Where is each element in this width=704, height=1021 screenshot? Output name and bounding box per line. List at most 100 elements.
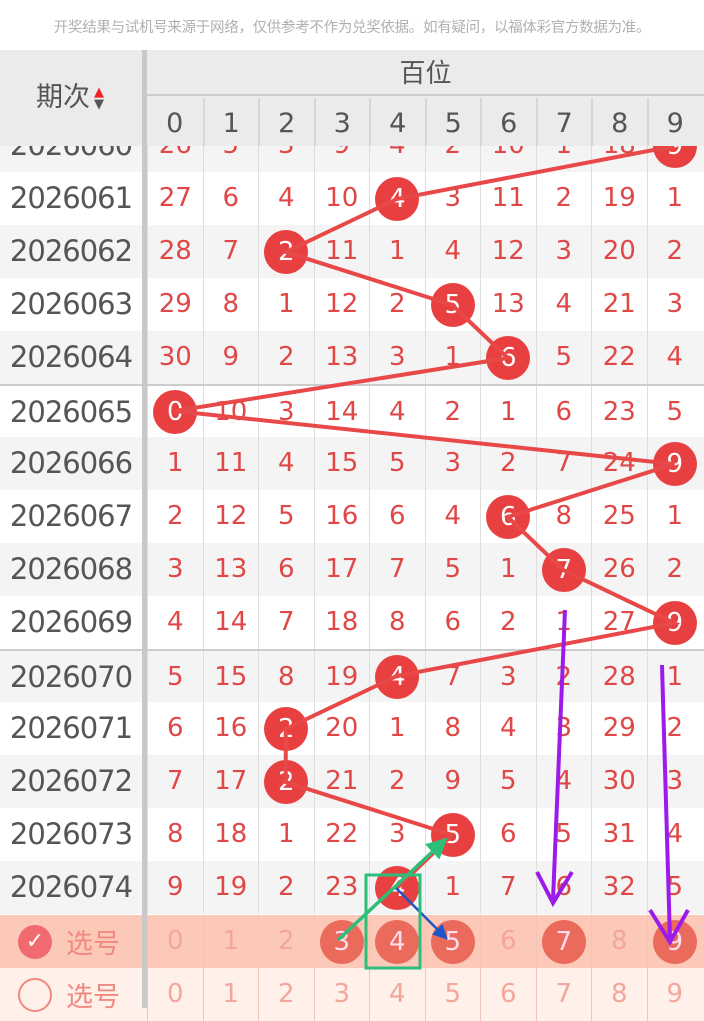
omission-count: 2 [369, 278, 425, 331]
omission-count: 7 [258, 596, 314, 649]
drawn-ball: 4 [369, 172, 425, 225]
omission-count: 5 [480, 755, 536, 808]
omission-count: 5 [258, 490, 314, 543]
select-digit-1[interactable]: 1 [202, 915, 259, 968]
table-row: 2026070 5 15 8 19 4 7 3 2 28 1 [0, 649, 704, 702]
digit-header-0: 0 [166, 108, 184, 139]
table-row: 2026061 27 6 4 10 4 3 11 2 19 1 [0, 172, 704, 225]
digit-header-8: 8 [591, 98, 647, 146]
sort-up-down-icon[interactable]: ▲ ▼ [94, 84, 104, 112]
digit-header-2: 2 [258, 98, 314, 146]
omission-count: 26 [591, 543, 647, 596]
omission-count: 5 [646, 386, 703, 437]
drawn-ball: 5 [424, 808, 481, 861]
omission-count: 6 [424, 596, 481, 649]
omission-count: 13 [480, 278, 536, 331]
select-digit-3[interactable]: 3 [313, 968, 370, 1021]
omission-count: 10 [202, 386, 259, 437]
selection-label: 选号 [0, 968, 142, 1021]
checked-circle-icon[interactable]: ✓ [18, 924, 52, 959]
omission-count: 5 [535, 331, 592, 384]
select-digit-0[interactable]: 0 [147, 915, 203, 968]
omission-count: 11 [202, 437, 259, 490]
omission-count: 27 [591, 596, 647, 649]
omission-count: 11 [313, 225, 370, 278]
omission-count: 11 [480, 172, 536, 225]
omission-count: 9 [424, 755, 481, 808]
period-label: 期次 [36, 82, 90, 113]
select-digit-2[interactable]: 2 [258, 915, 314, 968]
select-digit-3[interactable]: 3 [313, 915, 370, 968]
drawn-ball: 9 [646, 437, 703, 490]
unchecked-circle-icon[interactable] [18, 977, 52, 1012]
ball-value: 5 [430, 282, 475, 327]
period-number: 2026061 [9, 181, 133, 215]
omission-count: 2 [424, 386, 481, 437]
select-digit-0[interactable]: 0 [147, 968, 203, 1021]
omission-count: 3 [480, 651, 536, 702]
omission-count: 2 [646, 702, 703, 755]
omission-count: 9 [202, 331, 259, 384]
omission-count: 2 [535, 651, 592, 702]
omission-count: 18 [202, 808, 259, 861]
table-row: 2026064 30 9 2 13 3 1 6 5 22 4 [0, 331, 704, 384]
drawn-ball: 6 [480, 490, 536, 543]
select-digit-7[interactable]: 7 [535, 968, 592, 1021]
select-digit-6[interactable]: 6 [480, 968, 536, 1021]
omission-count: 6 [535, 861, 592, 914]
omission-count: 6 [480, 808, 536, 861]
omission-count: 1 [535, 596, 592, 649]
omission-count: 4 [258, 437, 314, 490]
omission-count: 7 [202, 225, 259, 278]
omission-count: 30 [591, 755, 647, 808]
omission-count: 4 [535, 755, 592, 808]
select-digit-2[interactable]: 2 [258, 968, 314, 1021]
digit-header-9: 9 [646, 98, 703, 146]
period-number: 2026067 [9, 499, 133, 533]
omission-count: 32 [591, 861, 647, 914]
ball-value: 4 [375, 865, 420, 910]
omission-count: 3 [369, 808, 425, 861]
omission-count: 1 [646, 172, 703, 225]
omission-count: 4 [424, 225, 481, 278]
omission-count: 2 [258, 331, 314, 384]
omission-count: 4 [258, 172, 314, 225]
omission-count: 1 [369, 702, 425, 755]
select-digit-4[interactable]: 4 [369, 915, 425, 968]
omission-count: 5 [369, 437, 425, 490]
selection-label-text: 选号 [66, 982, 120, 1013]
select-digit-8[interactable]: 8 [591, 968, 647, 1021]
digit-header-4: 4 [369, 98, 425, 146]
select-digit-9[interactable]: 9 [646, 915, 703, 968]
select-digit-7[interactable]: 7 [535, 915, 592, 968]
period-number: 2026066 [9, 446, 133, 480]
digit-header-7: 7 [535, 98, 592, 146]
period-column-header[interactable]: 期次 ▲ ▼ [0, 50, 142, 146]
selected-ball: 3 [319, 919, 364, 964]
table-row: 2026067 2 12 5 16 6 4 6 8 25 1 [0, 490, 704, 543]
omission-count: 28 [147, 225, 203, 278]
period-number: 2026062 [9, 234, 133, 268]
omission-count: 1 [480, 543, 536, 596]
omission-count: 28 [591, 651, 647, 702]
omission-count: 16 [313, 490, 370, 543]
selected-ball: 4 [375, 919, 420, 964]
select-digit-8[interactable]: 8 [591, 915, 647, 968]
drawn-ball: 6 [480, 331, 536, 384]
omission-count: 3 [258, 386, 314, 437]
omission-count: 4 [646, 808, 703, 861]
select-digit-1[interactable]: 1 [202, 968, 259, 1021]
period-number: 2026065 [9, 395, 133, 429]
omission-count: 8 [258, 651, 314, 702]
select-digit-9[interactable]: 9 [646, 968, 703, 1021]
omission-count: 4 [646, 331, 703, 384]
omission-count: 5 [424, 543, 481, 596]
select-digit-6[interactable]: 6 [480, 915, 536, 968]
select-digit-5[interactable]: 5 [424, 915, 481, 968]
select-digit-5[interactable]: 5 [424, 968, 481, 1021]
period-number: 2026070 [9, 660, 133, 694]
omission-count: 5 [646, 861, 703, 914]
period-number: 2026063 [9, 287, 133, 321]
select-digit-4[interactable]: 4 [369, 968, 425, 1021]
